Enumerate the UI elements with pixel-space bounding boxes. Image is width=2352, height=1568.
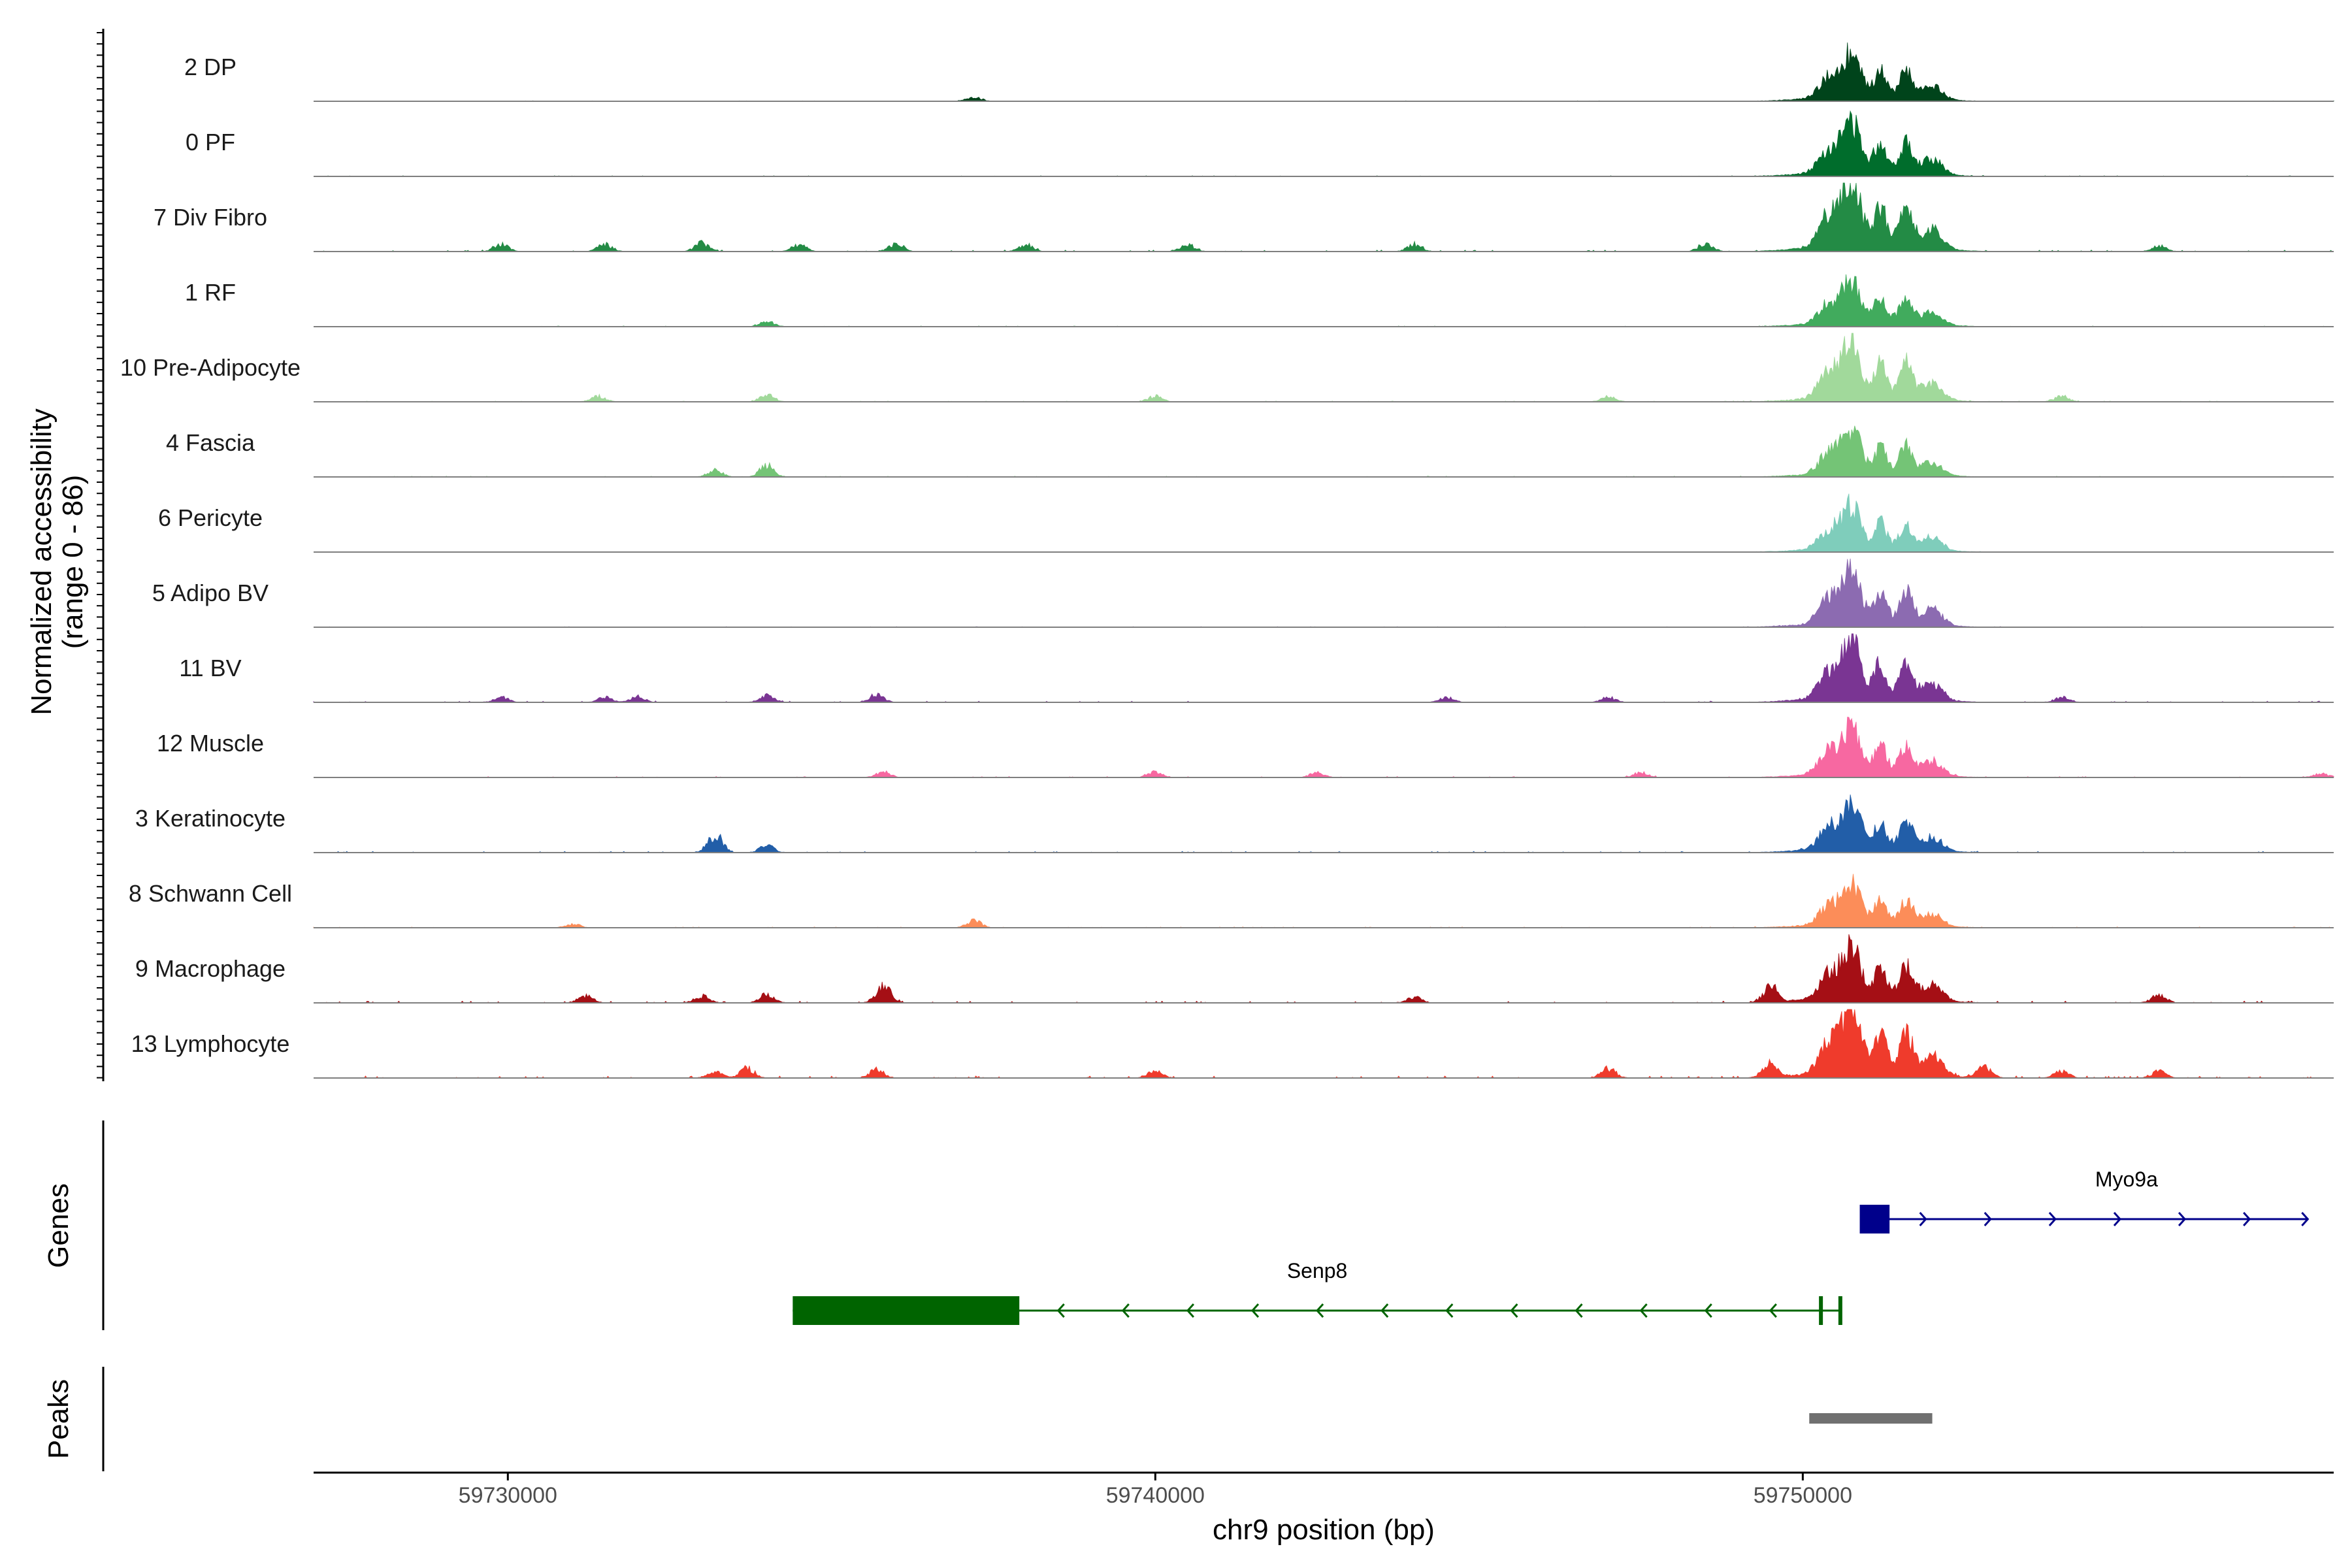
peak-regions [1809,1413,1933,1424]
x-tick-label: 59730000 [459,1483,557,1508]
strand-arrow [1919,1211,1927,1227]
strand-arrow [2048,1211,2057,1227]
strand-arrow [2243,1211,2251,1227]
track-label: 4 Fascia [166,429,255,456]
coverage-track: 1 RF [185,274,2334,327]
strand-arrow [1445,1303,1454,1318]
x-axis-ticks: 59730000 59740000 59750000 [459,1473,1852,1508]
coverage-area [314,1009,2334,1079]
coverage-area [314,794,2334,853]
peaks-panel-title: Peaks [42,1379,74,1459]
gene-label: Myo9a [2095,1168,2158,1191]
strand-arrow [1380,1303,1389,1318]
coverage-track: 8 Schwann Cell [129,874,2334,928]
track-label: 2 DP [184,54,237,80]
genes-panel-title: Genes [42,1183,74,1268]
strand-arrow [2113,1211,2121,1227]
track-label: 3 Keratinocyte [135,805,286,832]
strand-arrow [1704,1303,1712,1318]
track-label: 7 Div Fibro [154,204,267,231]
coverage-track: 13 Lymphocyte [131,1009,2334,1079]
coverage-y-axis [97,29,105,1081]
strand-arrow [1769,1303,1777,1318]
strand-arrow [2178,1211,2187,1227]
coverage-area [314,182,2334,252]
track-label: 5 Adipo BV [152,580,269,606]
y-axis-title-line2: (range 0 - 86) [57,475,89,649]
coverage-y-ticks [97,32,103,1079]
gene-annotations: Myo9a Senp8 [792,1168,2310,1325]
gene-label: Senp8 [1287,1259,1348,1282]
coverage-track: 3 Keratinocyte [135,794,2334,853]
coverage-tracks: 2 DP 0 PF 7 Div Fibro 1 RF 10 Pre-Adipocyte 4… [120,42,2334,1079]
track-label: 12 Muscle [157,730,264,757]
coverage-track: 9 Macrophage [135,934,2334,1004]
coverage-track: 2 DP [184,42,2334,102]
gene-exon [1859,1205,1890,1233]
coverage-track: 7 Div Fibro [154,182,2334,252]
gene-exon [792,1296,1020,1325]
coverage-track: 12 Muscle [157,717,2334,778]
x-tick-label: 59740000 [1106,1483,1205,1508]
coverage-area [314,425,2334,478]
track-label: 11 BV [179,655,241,681]
coverage-track: 6 Pericyte [158,493,2334,553]
strand-arrow [1639,1303,1648,1318]
coverage-area [314,934,2334,1004]
track-label: 8 Schwann Cell [129,880,292,907]
x-axis-title: chr9 position (bp) [1213,1514,1435,1546]
strand-arrow [1186,1303,1194,1318]
coverage-track: 4 Fascia [166,425,2334,478]
track-label: 6 Pericyte [158,504,263,531]
y-axis-title-line1: Normalized accessibility [25,408,57,715]
coverage-area [313,874,2334,928]
strand-arrow [1984,1211,1992,1227]
coverage-area [313,333,2334,402]
strand-arrow [1056,1303,1065,1318]
gene-exon [1819,1296,1823,1325]
coverage-area [313,633,2334,703]
coverage-track: 10 Pre-Adipocyte [120,333,2334,402]
coverage-area [314,110,2334,177]
coverage-area [314,274,2334,327]
track-label: 10 Pre-Adipocyte [120,354,301,381]
track-label: 0 PF [186,129,235,155]
coverage-area [314,717,2334,778]
strand-arrow [1575,1303,1583,1318]
peak-region [1809,1413,1933,1424]
gene-exon [1838,1296,1842,1325]
track-label: 13 Lymphocyte [131,1030,290,1057]
strand-arrow [1250,1303,1260,1318]
track-label: 9 Macrophage [135,955,286,982]
coverage-area [314,493,2334,553]
coverage-area [314,558,2334,628]
coverage-track: 0 PF [186,110,2334,177]
strand-arrow [2301,1211,2310,1227]
gene-myo9a: Myo9a [1859,1168,2310,1233]
track-label: 1 RF [185,279,236,306]
strand-arrow [1121,1303,1130,1318]
coverage-track: 11 BV [179,633,2334,703]
strand-arrow [1510,1303,1518,1318]
coverage-area [314,42,2334,102]
strand-arrow [1316,1303,1324,1318]
x-tick-label: 59750000 [1754,1483,1852,1508]
coverage-track: 5 Adipo BV [152,558,2334,628]
gene-senp8: Senp8 [792,1259,1842,1325]
